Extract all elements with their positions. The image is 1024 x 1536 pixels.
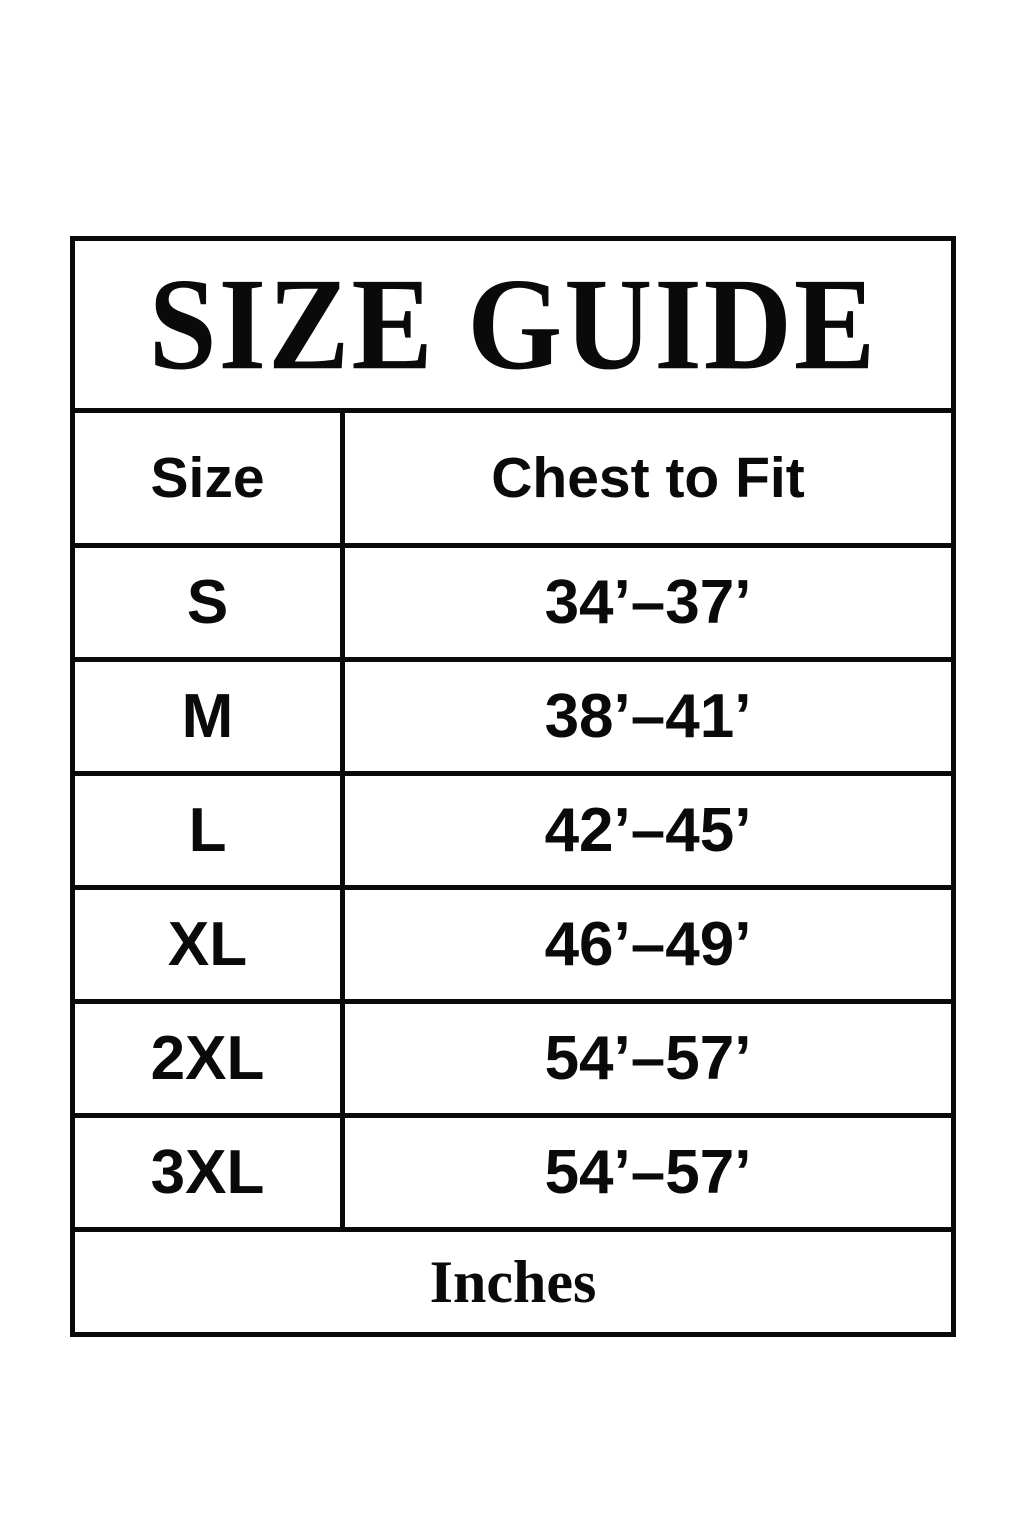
size-value: M (181, 681, 234, 751)
table-row: 2XL 54’–57’ (75, 999, 951, 1113)
header-cell-chest: Chest to Fit (345, 413, 951, 543)
size-cell: L (75, 776, 345, 885)
column-header-size: Size (150, 445, 265, 510)
chest-cell: 54’–57’ (345, 1004, 951, 1113)
chest-cell: 42’–45’ (345, 776, 951, 885)
size-cell: XL (75, 890, 345, 999)
header-cell-size: Size (75, 413, 345, 543)
table-footer-row: Inches (75, 1227, 951, 1332)
units-label: Inches (429, 1249, 597, 1315)
table-row: L 42’–45’ (75, 771, 951, 885)
column-header-chest: Chest to Fit (491, 445, 805, 510)
table-title-row: SIZE GUIDE (75, 241, 951, 408)
chest-value: 54’–57’ (544, 1137, 752, 1207)
page-title: SIZE GUIDE (148, 251, 878, 397)
table-row: 3XL 54’–57’ (75, 1113, 951, 1227)
table-header-row: Size Chest to Fit (75, 408, 951, 543)
size-cell: M (75, 662, 345, 771)
size-cell: 3XL (75, 1118, 345, 1227)
table-row: S 34’–37’ (75, 543, 951, 657)
size-value: S (186, 567, 229, 637)
size-guide-table: SIZE GUIDE Size Chest to Fit S 34’–37’ M… (70, 236, 956, 1337)
table-row: M 38’–41’ (75, 657, 951, 771)
chest-cell: 54’–57’ (345, 1118, 951, 1227)
chest-value: 46’–49’ (544, 909, 752, 979)
size-value: 3XL (150, 1137, 265, 1207)
chest-value: 42’–45’ (544, 795, 752, 865)
chest-value: 38’–41’ (544, 681, 752, 751)
size-cell: S (75, 548, 345, 657)
table-row: XL 46’–49’ (75, 885, 951, 999)
chest-cell: 34’–37’ (345, 548, 951, 657)
chest-value: 34’–37’ (544, 567, 752, 637)
size-cell: 2XL (75, 1004, 345, 1113)
chest-value: 54’–57’ (544, 1023, 752, 1093)
chest-cell: 38’–41’ (345, 662, 951, 771)
size-value: 2XL (150, 1023, 265, 1093)
size-value: XL (167, 909, 248, 979)
size-value: L (188, 795, 227, 865)
chest-cell: 46’–49’ (345, 890, 951, 999)
